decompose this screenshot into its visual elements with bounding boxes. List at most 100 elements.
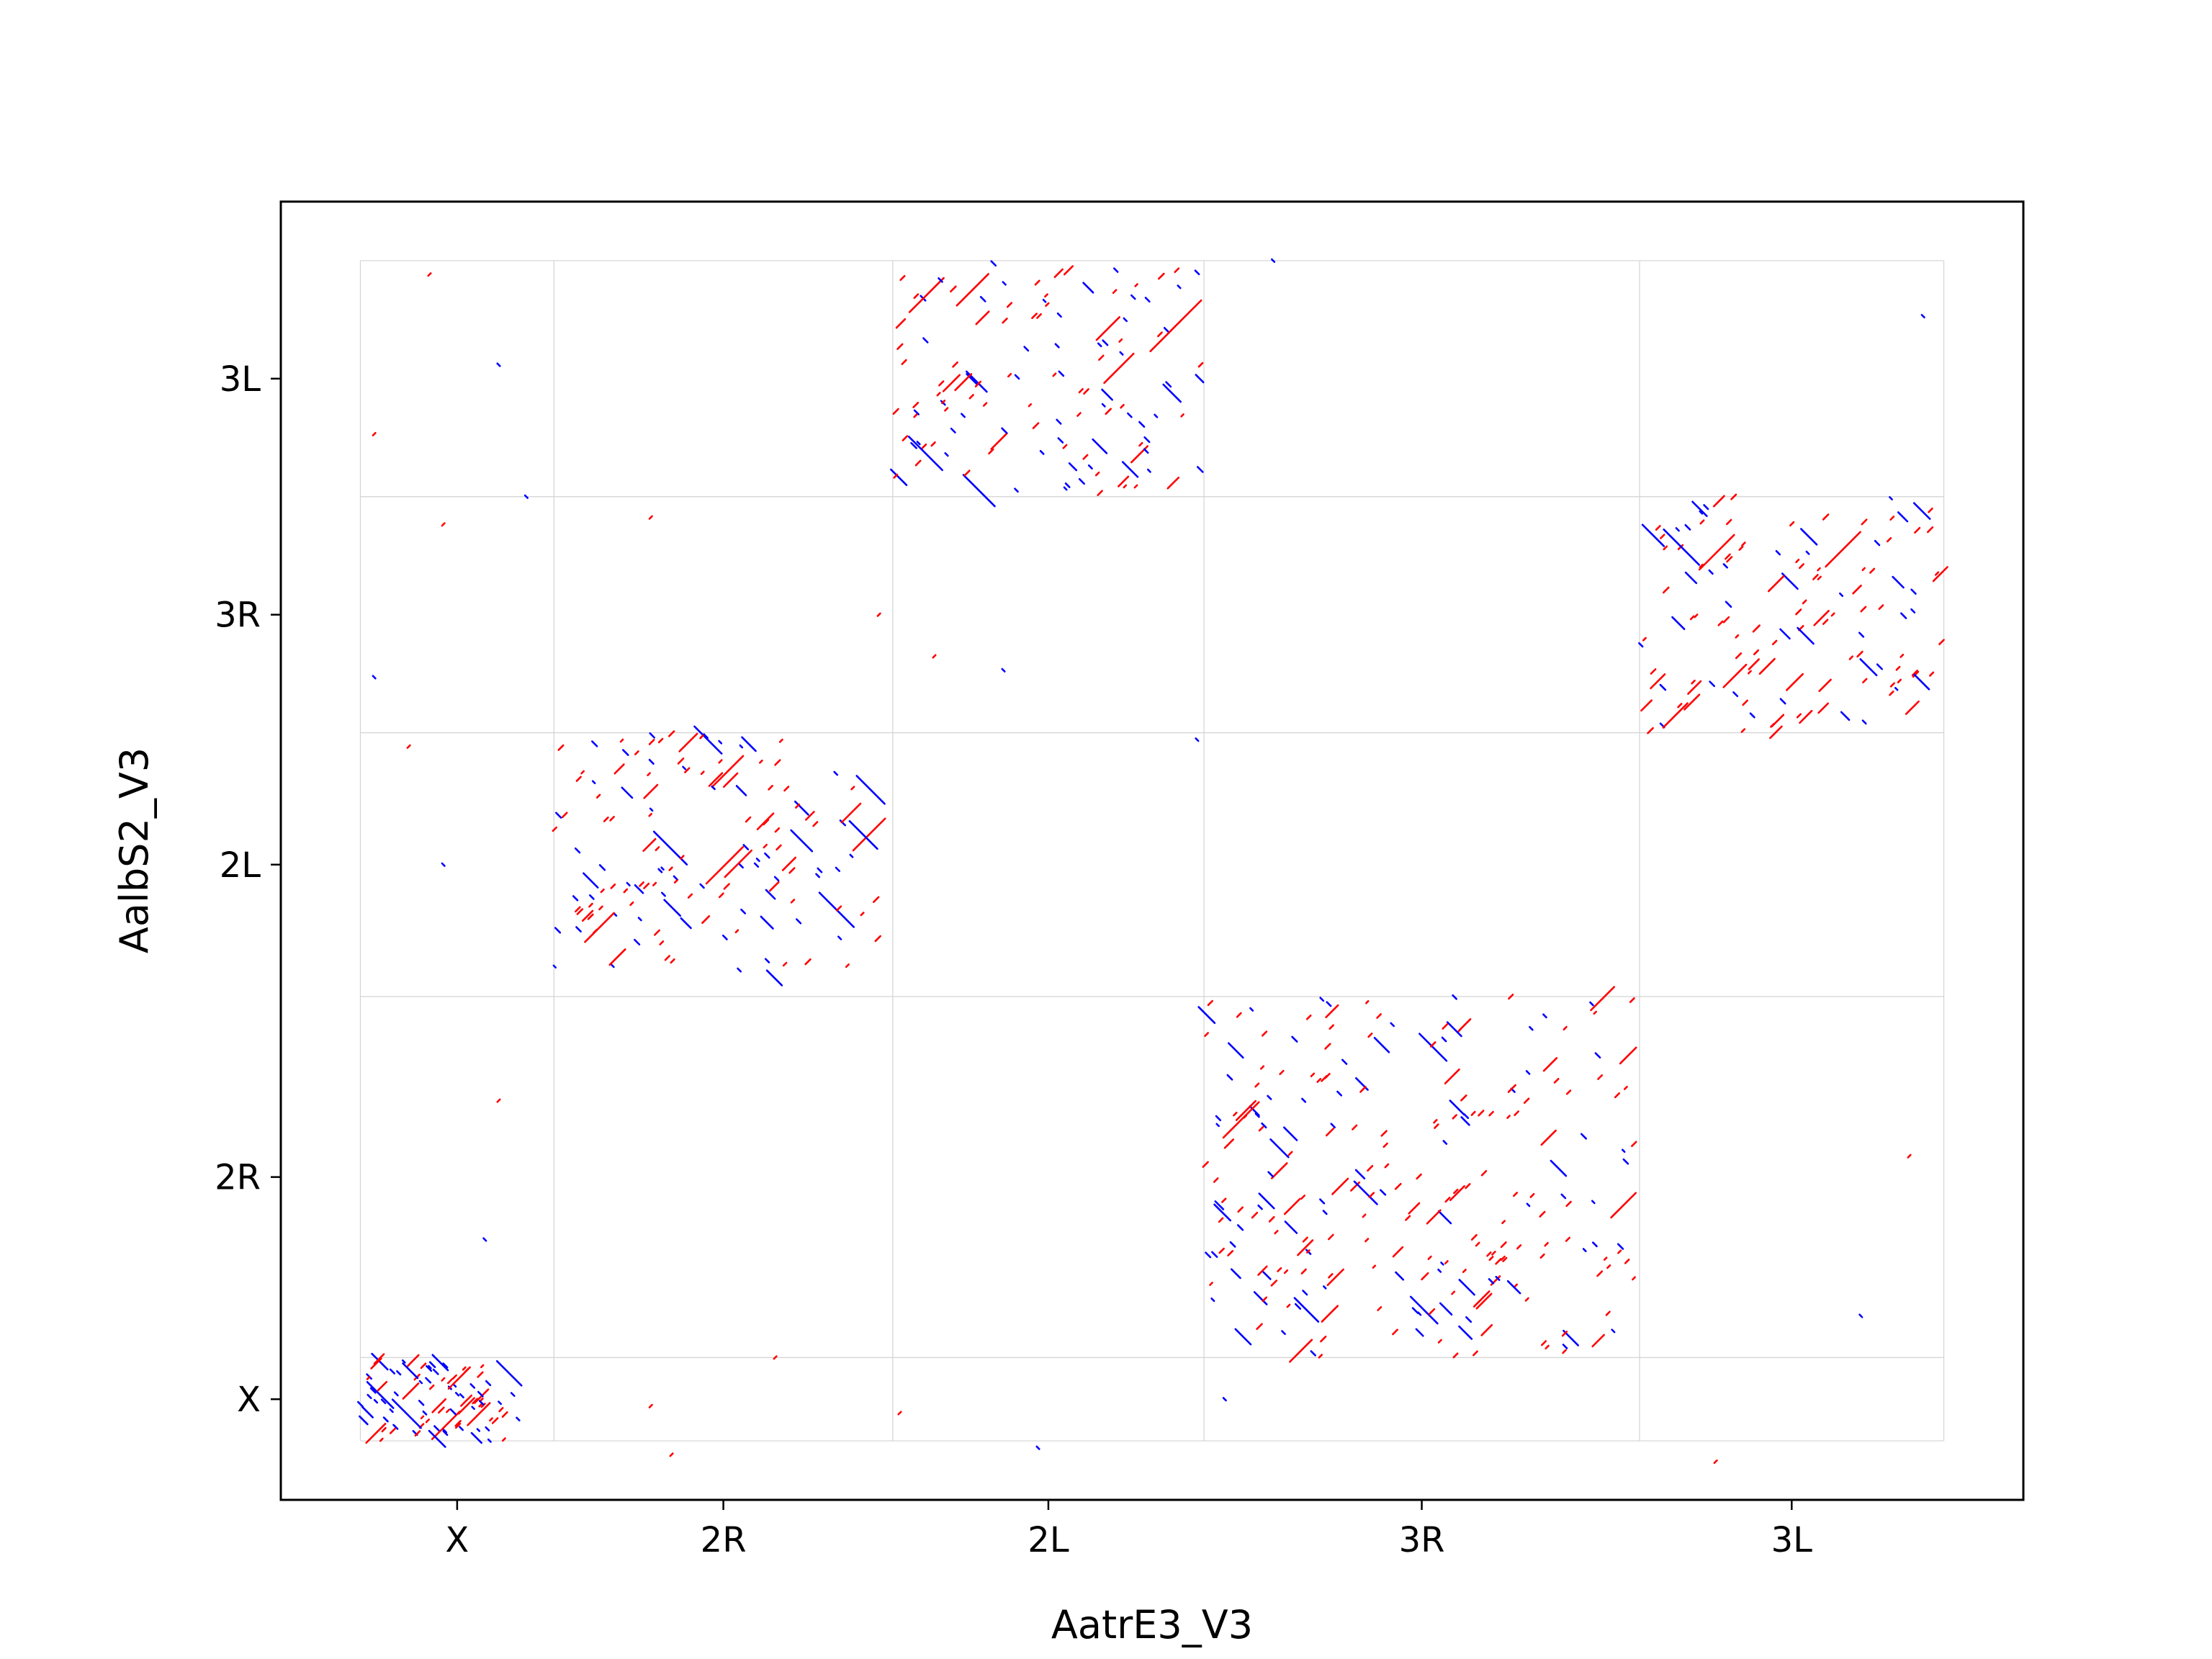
synteny-point-block3-156 [1236, 1224, 1244, 1231]
synteny-point-block2-65 [1002, 318, 1008, 324]
synteny-point-block2-15 [1163, 327, 1170, 334]
synteny-point-block0-37 [454, 1420, 462, 1427]
synteny-point-block3-81 [1437, 1268, 1442, 1273]
synteny-point-block0-67 [418, 1399, 425, 1406]
synteny-point-block2-60 [1138, 421, 1146, 428]
synteny-point-block3-219 [1526, 1202, 1531, 1208]
synteny-point-block3-147 [1227, 1250, 1234, 1256]
synteny-point-block0-38 [431, 1398, 447, 1413]
synteny-point-block4-126 [1684, 523, 1691, 531]
synteny-point-block3-37 [1319, 997, 1325, 1002]
synteny-point-block4-19 [1725, 553, 1731, 560]
synteny-point-block2-58 [1064, 482, 1071, 488]
synteny-point-block2-50 [1146, 468, 1151, 473]
synteny-point-block1-126 [591, 740, 598, 747]
synteny-point-block2-22 [1121, 461, 1139, 478]
synteny-point-block4-62 [1659, 683, 1667, 691]
synteny-point-block1-60 [782, 961, 788, 967]
synteny-point-block1-77 [639, 881, 644, 887]
synteny-point-block3-131 [1302, 1290, 1308, 1296]
synteny-point-block4-69 [1861, 518, 1868, 526]
synteny-point-block3-183 [1325, 1128, 1335, 1137]
synteny-point-block3-112 [1512, 1192, 1519, 1197]
synteny-point-block1-11 [684, 767, 691, 773]
synteny-point-block1-147 [755, 858, 760, 863]
synteny-point-block3-87 [1565, 1200, 1572, 1208]
synteny-point-block3-192 [1367, 1033, 1373, 1038]
synteny-point-block2-28 [930, 441, 936, 447]
synteny-point-block4-102 [1752, 624, 1761, 633]
synteny-point-block4-29 [1725, 601, 1732, 608]
synteny-point-block3-137 [1458, 1325, 1473, 1340]
synteny-point-block0-26 [447, 1385, 453, 1390]
x-tick-label-3L: 3L [1771, 1520, 1813, 1560]
synteny-point-block4-64 [1817, 702, 1830, 714]
synteny-point-block1-36 [812, 821, 819, 827]
synteny-point-block1-87 [613, 763, 625, 775]
synteny-point-block3-44 [1310, 1072, 1316, 1077]
synteny-point-block2-61 [1042, 298, 1047, 303]
synteny-point-block0-86 [462, 1366, 467, 1371]
synteny-point-block4-18 [1862, 678, 1868, 684]
synteny-point-block2-72 [1034, 279, 1040, 286]
synteny-point-block1-92 [657, 737, 664, 744]
synteny-point-block1-111 [670, 958, 675, 964]
synteny-point-block3-204 [1300, 1195, 1306, 1200]
synteny-point-block3-7 [1233, 1111, 1238, 1117]
grid-lines [359, 260, 1945, 1442]
synteny-point-block3-29 [1380, 1189, 1387, 1196]
synteny-point-block3-5 [1261, 1030, 1268, 1037]
synteny-point-block3-239 [1365, 1000, 1370, 1004]
synteny-point-block4-60 [1874, 539, 1881, 547]
synteny-point-block0-64 [449, 1408, 457, 1416]
synteny-point-block2-69 [1118, 338, 1123, 343]
synteny-point-block2-115 [975, 310, 990, 325]
synteny-point-block3-161 [1596, 1270, 1604, 1277]
synteny-point-block3-133 [1562, 1344, 1568, 1349]
synteny-point-block4-47 [1802, 599, 1807, 605]
synteny-point-block1-118 [724, 849, 753, 878]
synteny-point-block0-90 [495, 1359, 523, 1387]
synteny-point-block2-54 [968, 394, 974, 400]
synteny-point-block0-61 [365, 1423, 387, 1444]
synteny-point-block4-25 [1799, 709, 1813, 724]
synteny-point-block2-9 [966, 373, 978, 385]
synteny-point-block4-23 [1677, 703, 1683, 709]
synteny-point-block2-67 [1082, 454, 1089, 460]
synteny-point-block1-1 [718, 739, 723, 745]
synteny-point-block4-120 [1738, 545, 1744, 551]
synteny-point-block3-61 [1321, 1305, 1339, 1323]
synteny-point-block2-79 [950, 285, 957, 293]
outlier-point-0 [427, 272, 432, 277]
synteny-point-block1-97 [677, 757, 685, 765]
synteny-point-block3-123 [1362, 1213, 1367, 1218]
synteny-point-block0-18 [408, 1354, 420, 1366]
synteny-point-block3-144 [1617, 1249, 1622, 1254]
synteny-point-block3-152 [1209, 1282, 1213, 1286]
synteny-point-block3-96 [1458, 1279, 1475, 1296]
synteny-point-block4-45 [1699, 519, 1705, 525]
outlier-point-1 [496, 362, 501, 367]
synteny-point-block1-127 [700, 770, 705, 775]
synteny-point-block1-61 [739, 744, 744, 749]
synteny-point-block2-73 [944, 407, 949, 412]
synteny-point-block4-40 [1662, 586, 1670, 594]
synteny-point-block0-58 [498, 1401, 503, 1406]
synteny-point-block3-11 [1524, 1297, 1529, 1302]
synteny-point-block3-167 [1488, 1256, 1494, 1262]
synteny-point-block3-93 [1458, 1018, 1472, 1031]
synteny-point-block0-60 [470, 1431, 482, 1444]
synteny-point-block1-19 [637, 917, 642, 922]
synteny-point-block2-89 [896, 343, 904, 351]
synteny-point-block2-7 [952, 361, 958, 368]
synteny-point-block3-184 [1235, 1100, 1256, 1121]
synteny-point-block0-41 [459, 1394, 473, 1407]
synteny-point-block4-114 [1694, 613, 1699, 619]
synteny-point-block3-216 [1297, 1239, 1314, 1256]
synteny-point-block2-125 [1177, 284, 1182, 289]
synteny-point-block1-133 [661, 891, 666, 897]
synteny-point-block3-234 [1439, 1302, 1453, 1316]
synteny-point-block4-6 [1929, 671, 1935, 677]
synteny-point-block2-127 [1127, 412, 1133, 418]
synteny-point-block3-233 [1408, 1202, 1421, 1215]
